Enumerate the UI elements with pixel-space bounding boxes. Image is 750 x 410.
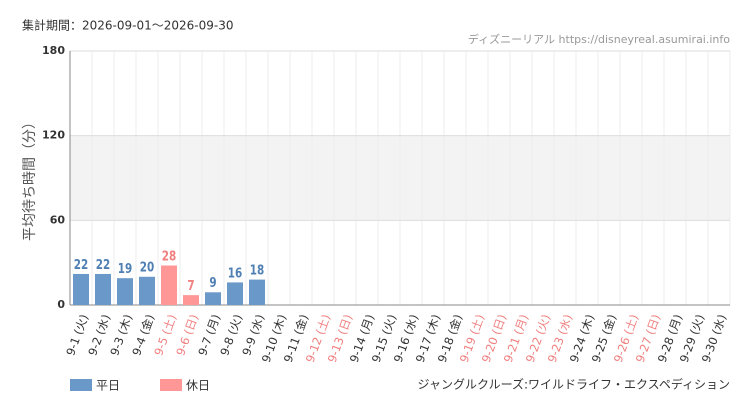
data-label: 9 [209, 275, 216, 290]
data-label: 28 [162, 248, 176, 263]
data-label: 20 [140, 259, 154, 274]
y-tick-label: 60 [50, 213, 66, 226]
bar [139, 276, 155, 305]
data-label: 19 [118, 261, 132, 276]
bar [73, 273, 89, 305]
bar [95, 273, 111, 305]
y-tick-label: 180 [42, 44, 65, 57]
legend-swatch [70, 379, 92, 391]
y-tick-label: 120 [42, 129, 65, 142]
bar [205, 292, 221, 305]
y-axis-label: 平均待ち時間（分） [22, 115, 38, 241]
bar [117, 278, 133, 305]
legend-swatch [160, 379, 182, 391]
data-label: 16 [228, 265, 242, 280]
data-label: 7 [187, 278, 194, 293]
bar [227, 282, 243, 305]
data-label: 18 [250, 262, 264, 277]
bar [183, 295, 199, 305]
legend-label: 休日 [186, 379, 210, 393]
data-label: 22 [74, 257, 88, 272]
footnote: ジャングルクルーズ:ワイルドライフ・エクスペディション [418, 377, 730, 392]
bar [249, 279, 265, 305]
data-label: 22 [96, 257, 110, 272]
source: ディズニーリアル https://disneyreal.asumirai.inf… [468, 32, 730, 46]
bar [161, 265, 177, 305]
legend-label: 平日 [96, 379, 120, 393]
y-tick-label: 0 [57, 298, 65, 311]
chart-title: 集計期間：2026-09-01～2026-09-30 [22, 18, 233, 33]
